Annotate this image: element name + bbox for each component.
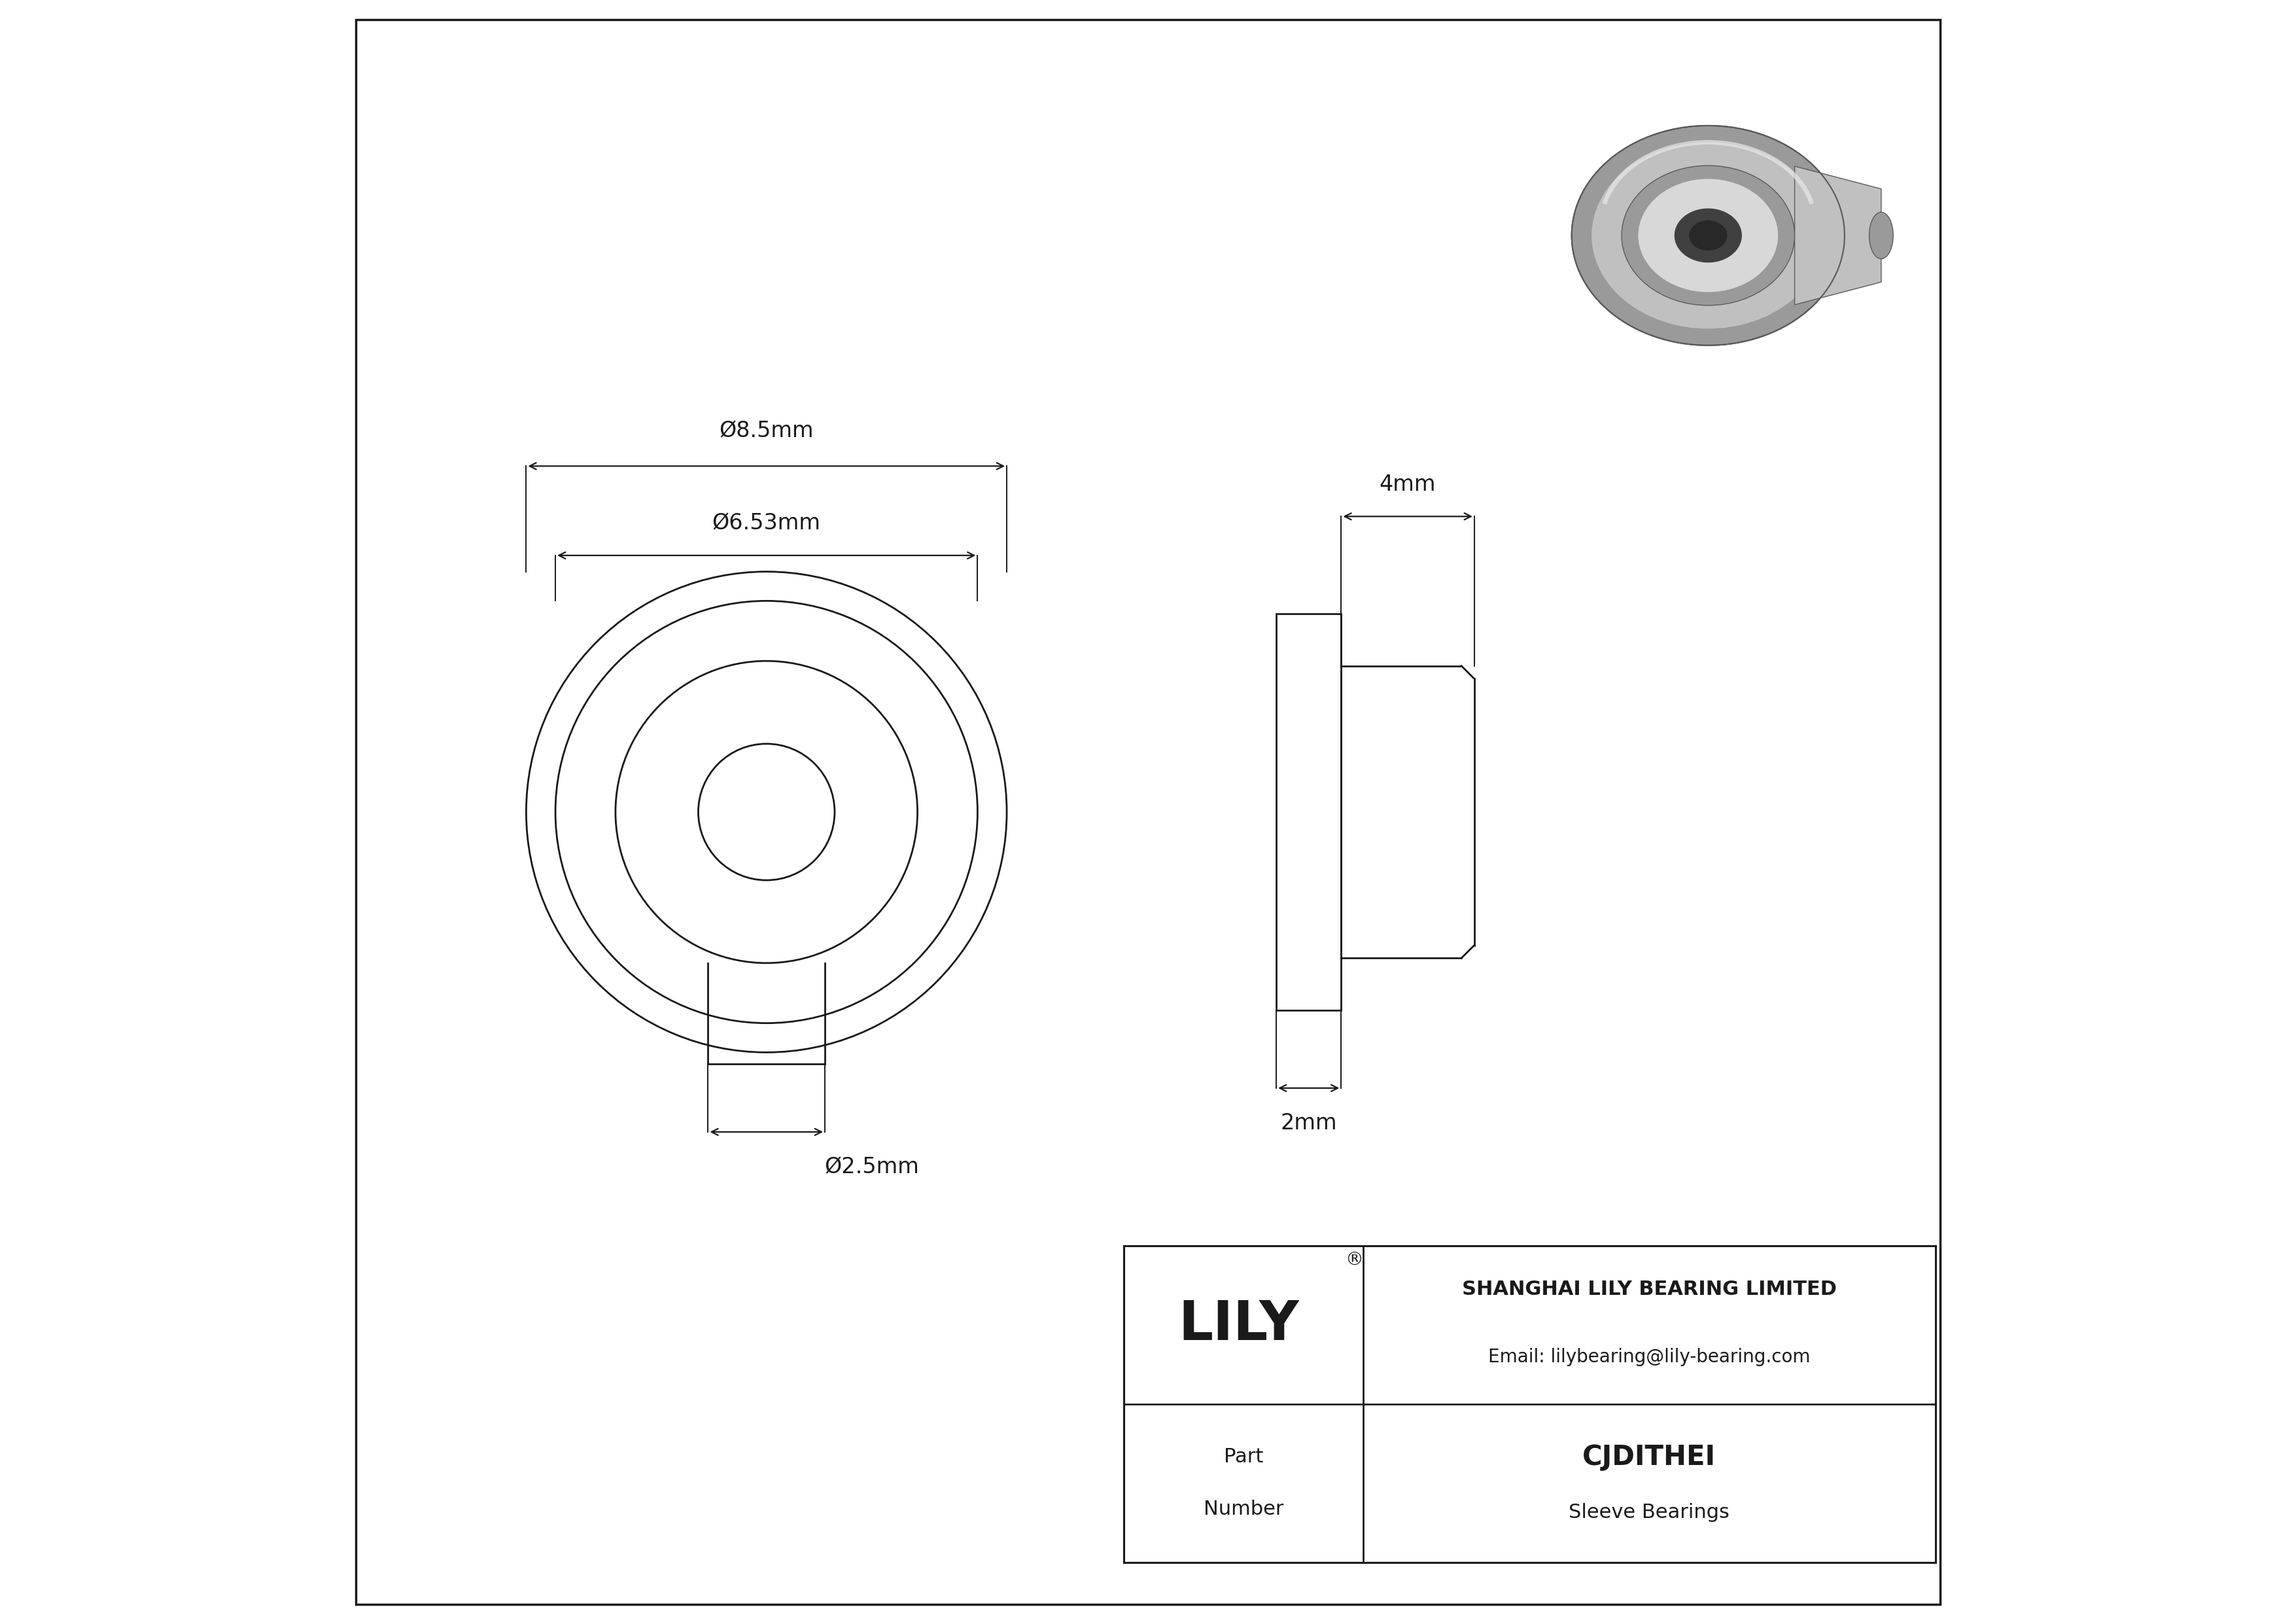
Ellipse shape — [1690, 221, 1727, 250]
Text: Ø2.5mm: Ø2.5mm — [824, 1156, 918, 1177]
Ellipse shape — [1639, 179, 1777, 292]
Text: Number: Number — [1203, 1499, 1283, 1518]
Ellipse shape — [1621, 166, 1795, 305]
Text: ®: ® — [1345, 1250, 1364, 1268]
Polygon shape — [1795, 166, 1880, 305]
Ellipse shape — [1674, 209, 1740, 261]
Text: LILY: LILY — [1178, 1298, 1300, 1351]
Text: 4mm: 4mm — [1380, 474, 1435, 495]
Text: SHANGHAI LILY BEARING LIMITED: SHANGHAI LILY BEARING LIMITED — [1463, 1280, 1837, 1299]
Text: Sleeve Bearings: Sleeve Bearings — [1568, 1502, 1729, 1522]
Ellipse shape — [1591, 143, 1825, 328]
Text: CJDITHEI: CJDITHEI — [1582, 1444, 1715, 1471]
Text: 2mm: 2mm — [1281, 1112, 1336, 1134]
Ellipse shape — [1573, 125, 1844, 346]
Bar — [1123, 1246, 1936, 1562]
Text: Email: lilybearing@lily-bearing.com: Email: lilybearing@lily-bearing.com — [1488, 1348, 1809, 1366]
Ellipse shape — [1869, 213, 1894, 258]
Bar — [1277, 614, 1341, 1010]
Text: Ø8.5mm: Ø8.5mm — [719, 421, 813, 442]
Text: Ø6.53mm: Ø6.53mm — [712, 513, 820, 534]
Text: Part: Part — [1224, 1447, 1263, 1466]
